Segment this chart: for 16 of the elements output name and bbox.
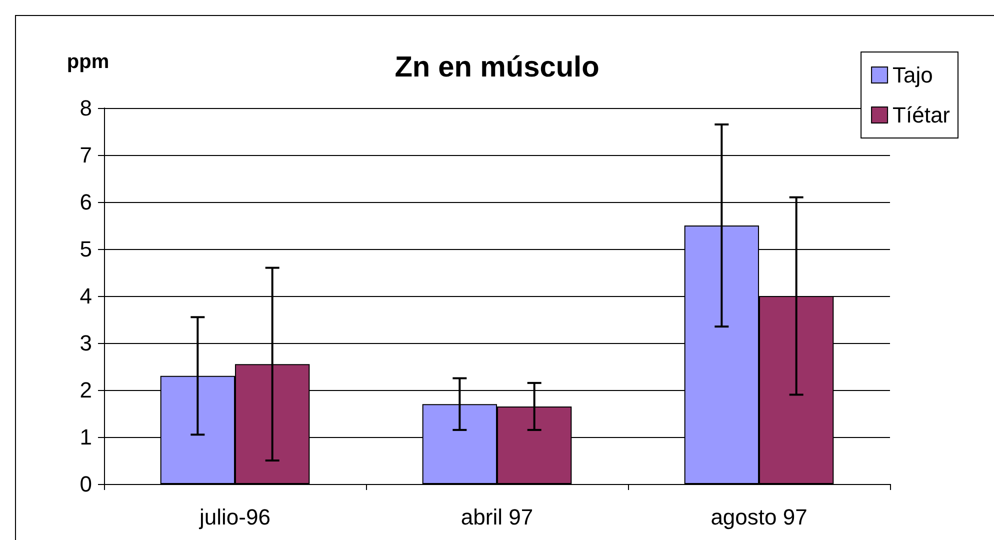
chart-title: Zn en músculo xyxy=(394,52,600,84)
y-tick-label: 6 xyxy=(80,190,92,214)
x-tick-label: agosto 97 xyxy=(710,504,808,530)
y-tick-label: 7 xyxy=(80,142,92,168)
y-tick-label: 0 xyxy=(80,472,92,496)
y-tick-label: 5 xyxy=(80,236,92,262)
y-tick-label: 3 xyxy=(80,330,92,356)
y-tick-label: 2 xyxy=(80,378,92,402)
legend-label: Tíétar xyxy=(892,102,950,128)
y-axis-title: ppm xyxy=(66,51,110,73)
y-tick-label: 1 xyxy=(80,424,92,450)
legend-label: Tajo xyxy=(892,62,933,88)
y-tick-label: 8 xyxy=(80,96,92,120)
y-tick-label: 4 xyxy=(80,284,92,308)
x-tick-label: julio-96 xyxy=(198,504,270,530)
x-tick-label: abril 97 xyxy=(460,504,534,530)
